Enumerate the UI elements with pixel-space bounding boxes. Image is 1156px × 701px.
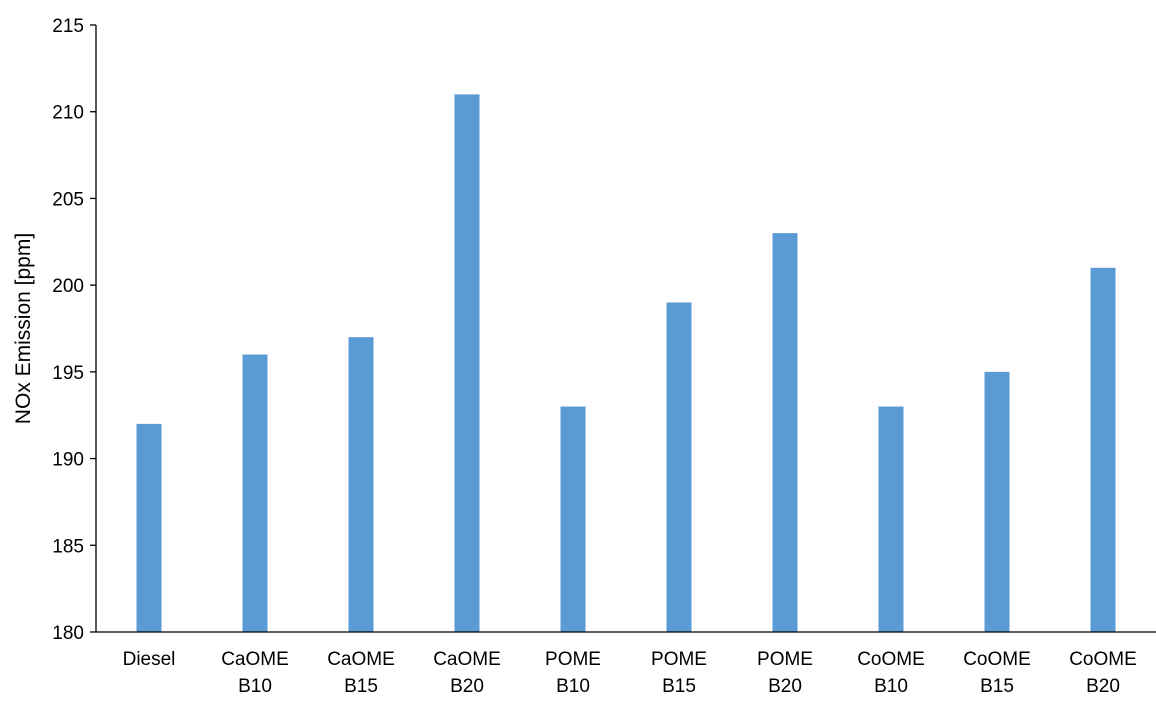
bar-caome-b20 — [454, 94, 480, 632]
bar-coome-b10 — [878, 406, 904, 632]
bars — [136, 94, 1116, 632]
y-axis: 180 185 190 195 200 205 210 215 — [52, 16, 97, 644]
x-tick-label: POME B15 — [651, 649, 707, 697]
bar-caome-b15 — [348, 337, 374, 632]
x-tick-label: CoOME B15 — [963, 649, 1031, 697]
x-tick-label: CaOME B10 — [221, 649, 289, 697]
y-tick-label: 205 — [52, 189, 84, 210]
y-tick-label: 185 — [52, 536, 84, 557]
bar-pome-b15 — [666, 302, 692, 632]
bar-pome-b20 — [772, 233, 798, 632]
x-tick-label: POME B20 — [757, 649, 813, 697]
y-tick-label: 200 — [52, 276, 84, 297]
y-tick-label: 190 — [52, 450, 84, 471]
y-axis-title: NOx Emission [ppm] — [12, 233, 35, 424]
bar-pome-b10 — [560, 406, 586, 632]
x-tick-label: CaOME B20 — [433, 649, 501, 697]
bar-coome-b20 — [1090, 267, 1116, 632]
x-axis: Diesel CaOME B10 CaOME B15 CaOME B20 POME B10 POM… — [96, 631, 1156, 697]
x-tick-label: Diesel — [123, 649, 176, 670]
y-tick-label: 215 — [52, 16, 84, 37]
x-tick-label: CoOME B10 — [857, 649, 925, 697]
x-tick-label: CoOME B20 — [1069, 649, 1137, 697]
bar-coome-b15 — [984, 371, 1010, 632]
x-tick-label: CaOME B15 — [327, 649, 395, 697]
y-tick-label: 195 — [52, 363, 84, 384]
y-tick-label: 210 — [52, 103, 84, 124]
bar-caome-b10 — [242, 354, 268, 632]
bar-diesel — [136, 423, 162, 632]
x-tick-label: POME B10 — [545, 649, 601, 697]
y-tick-label: 180 — [52, 623, 84, 644]
